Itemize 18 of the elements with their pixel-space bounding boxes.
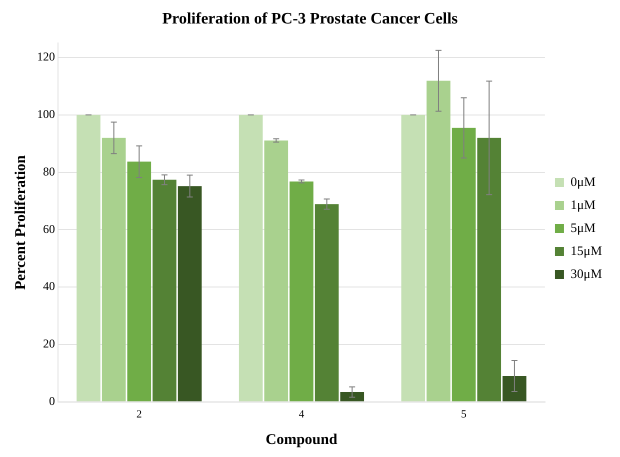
x-tick-label: 4 <box>298 408 305 420</box>
x-axis-title: Compound <box>266 432 338 448</box>
y-tick-label: 120 <box>37 50 55 64</box>
legend-label: 30μM <box>570 266 602 281</box>
x-tick-label: 2 <box>136 408 142 420</box>
y-tick-label: 100 <box>37 107 55 122</box>
y-tick-label: 60 <box>43 222 55 236</box>
x-tick-label: 5 <box>461 408 468 420</box>
y-axis-title: Percent Proliferation <box>12 154 29 290</box>
chart-title: Proliferation of PC-3 Prostate Cancer Cells <box>162 10 458 28</box>
legend-label: 15μM <box>570 242 602 258</box>
legend-label: 5μM <box>570 220 596 235</box>
legend-label: 1μM <box>570 196 596 212</box>
legend-label: 0μM <box>570 174 596 189</box>
y-tick-label: 80 <box>43 164 55 178</box>
y-tick-label: 0 <box>49 394 55 408</box>
y-tick-label: 20 <box>43 336 55 351</box>
y-tick-label: 40 <box>43 279 55 294</box>
